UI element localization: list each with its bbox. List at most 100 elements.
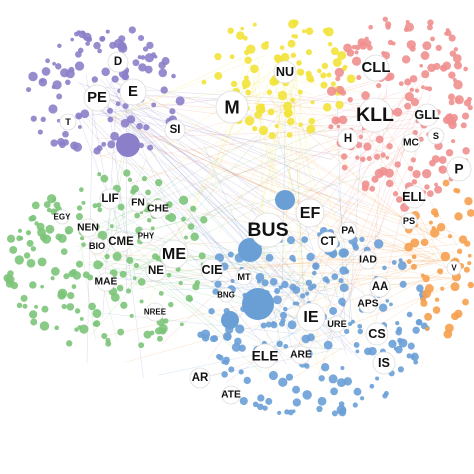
node-circle [164, 119, 186, 141]
edge [384, 104, 414, 149]
dot [427, 86, 433, 92]
edge [92, 153, 288, 237]
dot [317, 396, 327, 406]
dot [244, 116, 255, 126]
dot [241, 79, 251, 88]
dot [185, 294, 193, 302]
node-label: M [224, 97, 239, 118]
dot [287, 320, 297, 330]
dot [51, 85, 56, 89]
dot [409, 45, 416, 52]
dot [223, 359, 229, 366]
dot [50, 139, 58, 147]
dot [406, 353, 412, 359]
dot [93, 260, 103, 270]
dot [264, 40, 269, 45]
edge [332, 142, 420, 332]
dot [456, 248, 463, 254]
dot [266, 89, 273, 95]
dot [426, 190, 434, 197]
node-circle [200, 258, 224, 282]
node-circle [291, 345, 311, 365]
dot [438, 156, 447, 164]
dot [393, 107, 403, 117]
dot [320, 363, 330, 372]
node-circle [446, 260, 462, 276]
dot [344, 328, 350, 335]
dot [467, 253, 472, 258]
node-label: GLL [414, 108, 439, 122]
dot [131, 184, 139, 193]
dot [350, 319, 355, 324]
dot [140, 55, 146, 60]
dot [71, 284, 77, 289]
dot [137, 55, 142, 60]
dot [112, 251, 122, 262]
dot [39, 321, 50, 331]
dot [287, 409, 294, 416]
node-label: NEN [77, 223, 99, 234]
dot [308, 117, 316, 125]
dot [29, 281, 37, 289]
dot [45, 58, 50, 64]
dot [208, 308, 215, 315]
dot [467, 209, 474, 217]
dot [467, 281, 474, 289]
node-circle [148, 199, 168, 219]
dot [358, 134, 364, 140]
dot [397, 366, 404, 373]
dot [244, 56, 252, 64]
dot [250, 64, 259, 74]
node-label: ELL [402, 190, 426, 204]
dot [260, 322, 267, 329]
dot [105, 29, 110, 34]
dot [239, 396, 248, 406]
node-circle [159, 239, 189, 269]
dot [128, 26, 136, 34]
dot [328, 124, 334, 130]
node-label: EF [300, 204, 321, 222]
dot [366, 156, 372, 162]
edge [224, 136, 392, 177]
dot [388, 339, 397, 349]
dot [80, 109, 90, 119]
dot [63, 273, 70, 280]
dot [145, 189, 151, 196]
dot [359, 41, 368, 50]
node-circle [296, 302, 326, 332]
dot [381, 50, 386, 56]
dot [147, 144, 154, 151]
dot [302, 390, 312, 400]
dot [306, 252, 315, 262]
node-circle [415, 103, 439, 127]
dot [216, 353, 222, 360]
node-circle [446, 156, 472, 182]
dot [359, 396, 365, 401]
dot [404, 102, 412, 110]
dot [279, 311, 288, 319]
dot [332, 57, 342, 67]
dot [383, 391, 389, 397]
edge [109, 201, 243, 244]
dot [297, 89, 303, 95]
dot [421, 168, 432, 179]
edge [98, 114, 352, 158]
dot [93, 41, 101, 50]
dot [81, 242, 86, 247]
dot [428, 220, 433, 225]
dot [434, 297, 440, 302]
dot [265, 321, 272, 328]
dot [364, 36, 369, 42]
dot [144, 53, 155, 63]
dot [410, 263, 417, 270]
dot [287, 39, 296, 48]
dot [79, 324, 89, 334]
edge [220, 169, 435, 256]
dot [399, 280, 407, 288]
dot [462, 298, 469, 306]
dot [432, 306, 441, 314]
dot [277, 90, 288, 101]
dot [335, 117, 341, 124]
dot [143, 124, 150, 131]
node-label: NE [148, 265, 164, 277]
